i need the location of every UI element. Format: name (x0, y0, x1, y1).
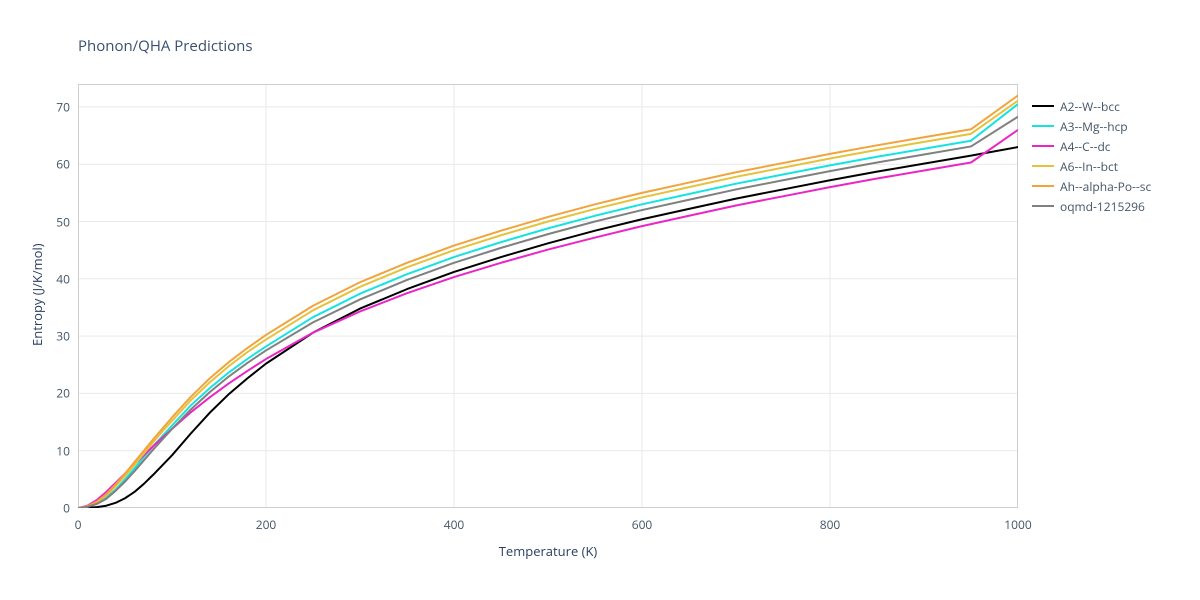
legend-swatch (1032, 145, 1054, 147)
legend-item[interactable]: A6--In--bct (1032, 156, 1151, 176)
x-tick-label: 200 (256, 516, 277, 533)
legend[interactable]: A2--W--bcc A3--Mg--hcp A4--C--dc A6--In--bc… (1032, 96, 1151, 216)
legend-swatch (1032, 185, 1054, 187)
series-line[interactable] (78, 117, 1018, 508)
legend-item[interactable]: A4--C--dc (1032, 136, 1151, 156)
y-axis-label: Entropy (J/K/mol) (28, 243, 46, 346)
legend-item[interactable]: A3--Mg--hcp (1032, 116, 1151, 136)
plot-area[interactable] (78, 84, 1018, 508)
x-tick-label: 0 (75, 516, 82, 533)
y-tick-label: 50 (56, 213, 70, 230)
x-tick-label: 600 (632, 516, 653, 533)
x-tick-label: 400 (444, 516, 465, 533)
legend-label: A3--Mg--hcp (1060, 118, 1128, 135)
y-tick-label: 0 (63, 500, 70, 517)
series-line[interactable] (78, 147, 1018, 508)
legend-swatch (1032, 105, 1054, 107)
legend-swatch (1032, 165, 1054, 167)
legend-label: A4--C--dc (1060, 138, 1111, 155)
legend-label: A6--In--bct (1060, 158, 1118, 175)
series-line[interactable] (78, 130, 1018, 508)
legend-swatch (1032, 125, 1054, 127)
legend-label: A2--W--bcc (1060, 98, 1120, 115)
legend-item[interactable]: A2--W--bcc (1032, 96, 1151, 116)
legend-swatch (1032, 205, 1054, 207)
y-tick-label: 30 (56, 328, 70, 345)
y-tick-label: 70 (56, 98, 70, 115)
x-tick-label: 1000 (1004, 516, 1031, 533)
legend-label: oqmd-1215296 (1060, 198, 1145, 215)
chart-title: Phonon/QHA Predictions (78, 36, 253, 56)
y-tick-label: 40 (56, 270, 70, 287)
y-tick-label: 60 (56, 156, 70, 173)
legend-item[interactable]: oqmd-1215296 (1032, 196, 1151, 216)
chart-container: Phonon/QHA Predictions 0 10 20 30 40 50 60 70 0… (0, 0, 1200, 600)
x-tick-label: 800 (820, 516, 841, 533)
legend-label: Ah--alpha-Po--sc (1060, 178, 1151, 195)
y-tick-label: 20 (56, 385, 70, 402)
y-tick-label: 10 (56, 442, 70, 459)
legend-item[interactable]: Ah--alpha-Po--sc (1032, 176, 1151, 196)
x-axis-label: Temperature (K) (499, 542, 598, 560)
